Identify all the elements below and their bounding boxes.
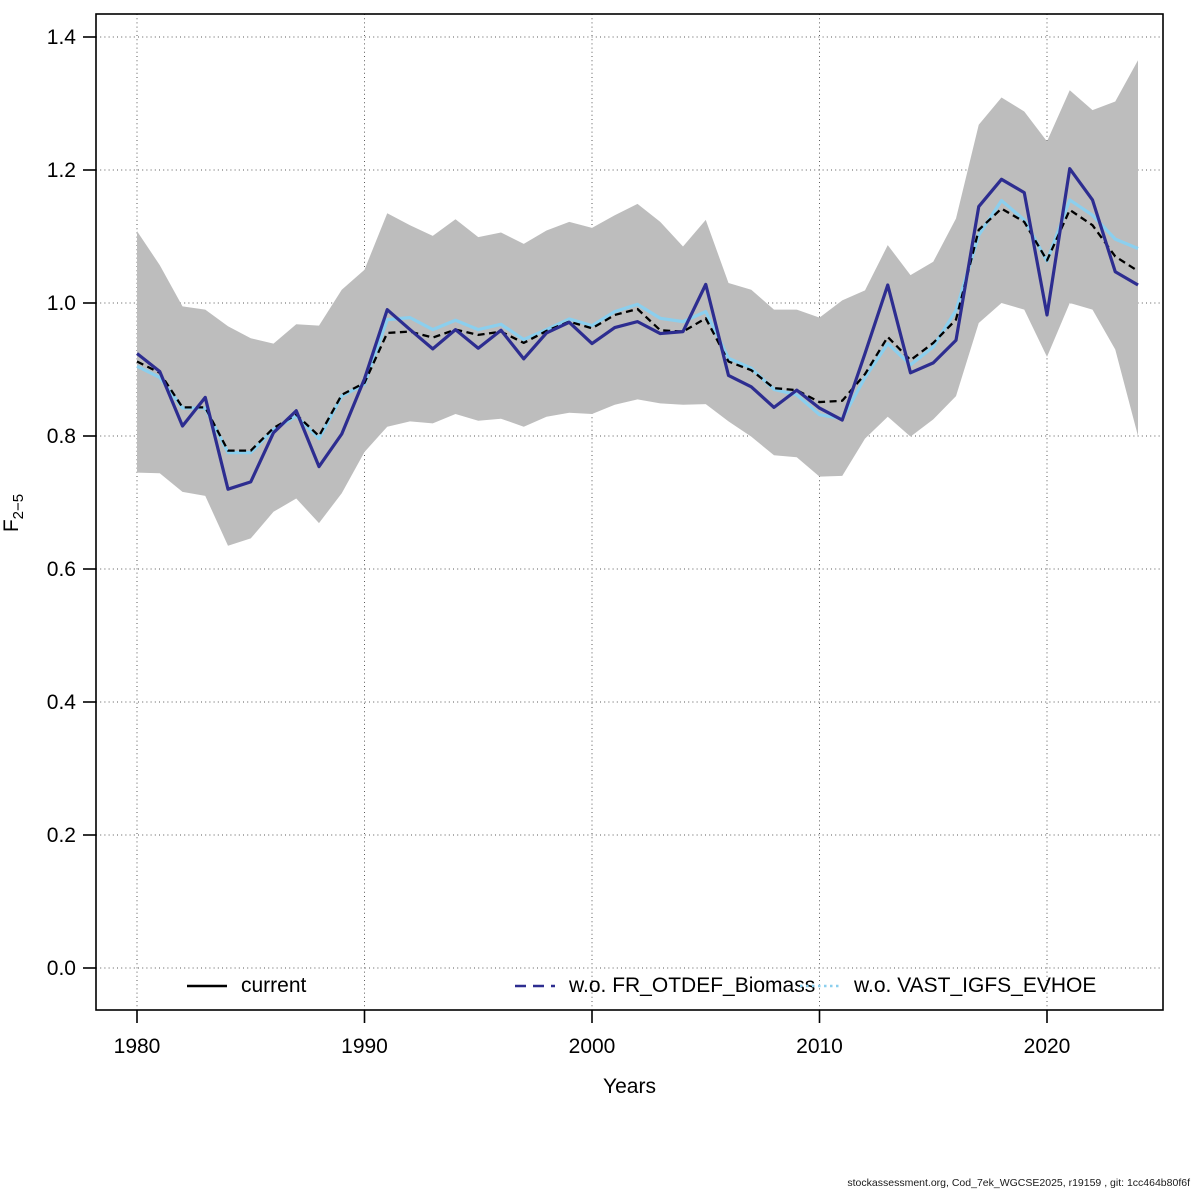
- y-tick-label: 1.0: [47, 292, 76, 315]
- data-series: [136, 167, 1139, 491]
- legend-item-wo-fr-otdef-biomass: w.o. FR_OTDEF_Biomass: [514, 974, 815, 998]
- y-axis-title: F2−5: [0, 494, 27, 532]
- legend-label-current: current: [241, 974, 307, 997]
- plot-border: [95, 13, 1164, 1011]
- x-tick-label: 1990: [341, 1035, 388, 1058]
- legend-line-wo-vast-igfs-evhoe: [800, 984, 840, 988]
- line-w-o-fr-otdef-biomass: [136, 167, 1139, 491]
- legend-line-wo-fr-otdef-biomass: [515, 984, 555, 988]
- x-axis-title: Years: [603, 1075, 656, 1098]
- x-tick-label: 2020: [1024, 1035, 1071, 1058]
- y-tick-label: 0.2: [47, 824, 76, 847]
- x-tick-label: 2000: [569, 1035, 616, 1058]
- y-tick-label: 0.6: [47, 558, 76, 581]
- legend-item-current: current: [186, 974, 306, 998]
- legend-item-wo-vast-igfs-evhoe: w.o. VAST_IGFS_EVHOE: [799, 974, 1096, 998]
- legend-label-wo-vast-igfs-evhoe: w.o. VAST_IGFS_EVHOE: [854, 974, 1097, 997]
- y-tick-label: 0.8: [47, 425, 76, 448]
- y-tick-label: 1.4: [47, 26, 77, 49]
- axis-ticks-and-labels: 0.0 0.2 0.4 0.6 0.8 1.0 1.2 1.4 1980 1990 2000 2010…: [47, 26, 1071, 1058]
- x-tick-label: 1980: [114, 1035, 161, 1058]
- y-tick-label: 0.4: [47, 691, 77, 714]
- legend-label-wo-fr-otdef-biomass: w.o. FR_OTDEF_Biomass: [569, 974, 816, 997]
- y-tick-label: 1.2: [47, 159, 76, 182]
- legend-line-current: [187, 984, 227, 988]
- plot-frame: [95, 13, 1164, 1011]
- footer-note: stockassessment.org, Cod_7ek_WGCSE2025, …: [847, 1177, 1190, 1189]
- y-tick-label: 0.0: [47, 957, 76, 980]
- x-tick-label: 2010: [796, 1035, 843, 1058]
